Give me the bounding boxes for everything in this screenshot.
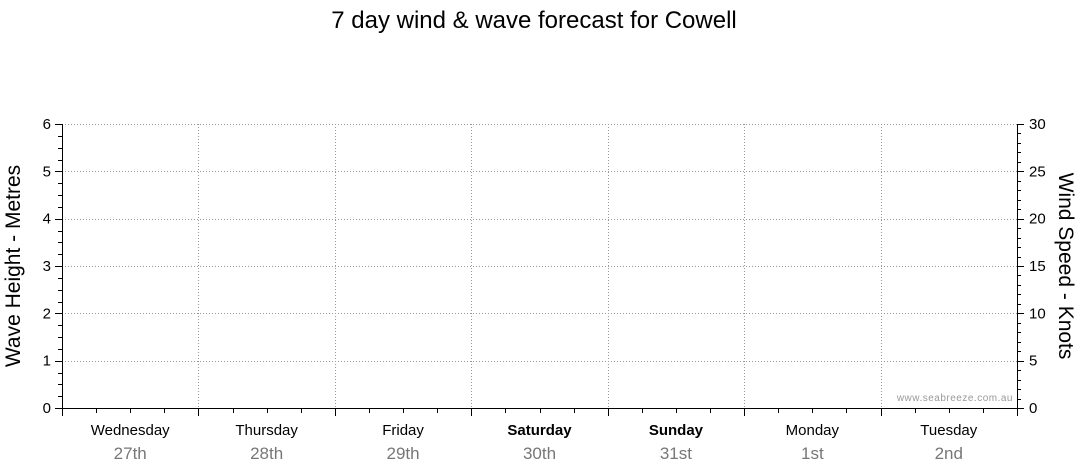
y-tick-label-left: 3	[43, 258, 51, 275]
day-date-label: 31st	[660, 444, 692, 463]
day-name-label: Sunday	[649, 422, 704, 439]
y-axis-ticks-left: 0 1 2 3 4 5 6	[43, 116, 62, 417]
y-tick-label-right: 15	[1029, 258, 1046, 275]
y-tick-label-right: 5	[1029, 353, 1037, 370]
y-tick-label-right: 20	[1029, 211, 1046, 228]
day-name-label: Tuesday	[920, 422, 977, 439]
x-axis-days: Wednesday 27th Thursday 28th Friday 29th Satur…	[62, 408, 1018, 463]
day-name-label: Friday	[382, 422, 424, 439]
day-date-label: 28th	[250, 444, 283, 463]
y-axis-title-left: Wave Height - Metres	[2, 165, 25, 367]
y-tick-label-right: 0	[1029, 400, 1037, 417]
y-tick-label-right: 10	[1029, 305, 1046, 322]
y-tick-label-left: 5	[43, 163, 51, 180]
day-name-label: Wednesday	[91, 422, 170, 439]
y-tick-label-left: 6	[43, 116, 51, 133]
grid	[62, 124, 1017, 408]
y-tick-label-left: 0	[43, 400, 51, 417]
day-name-label: Saturday	[507, 422, 572, 439]
day-date-label: 2nd	[935, 444, 963, 463]
day-date-label: 30th	[523, 444, 556, 463]
y-tick-label-right: 30	[1029, 116, 1046, 133]
day-date-label: 1st	[801, 444, 824, 463]
day-name-label: Monday	[786, 422, 840, 439]
y-tick-label-left: 1	[43, 353, 51, 370]
y-tick-label-right: 25	[1029, 163, 1046, 180]
y-tick-label-left: 4	[43, 211, 51, 228]
y-axis-ticks-right: 0 5 10 15 20 25 30	[1017, 116, 1046, 417]
day-date-label: 27th	[114, 444, 147, 463]
watermark: www.seabreeze.com.au	[896, 393, 1013, 404]
y-axis-title-right: Wind Speed - Knots	[1054, 173, 1077, 360]
axes	[62, 124, 1018, 412]
y-tick-label-left: 2	[43, 305, 51, 322]
chart-title: 7 day wind & wave forecast for Cowell	[331, 7, 737, 34]
day-date-label: 29th	[387, 444, 420, 463]
day-name-label: Thursday	[235, 422, 298, 439]
